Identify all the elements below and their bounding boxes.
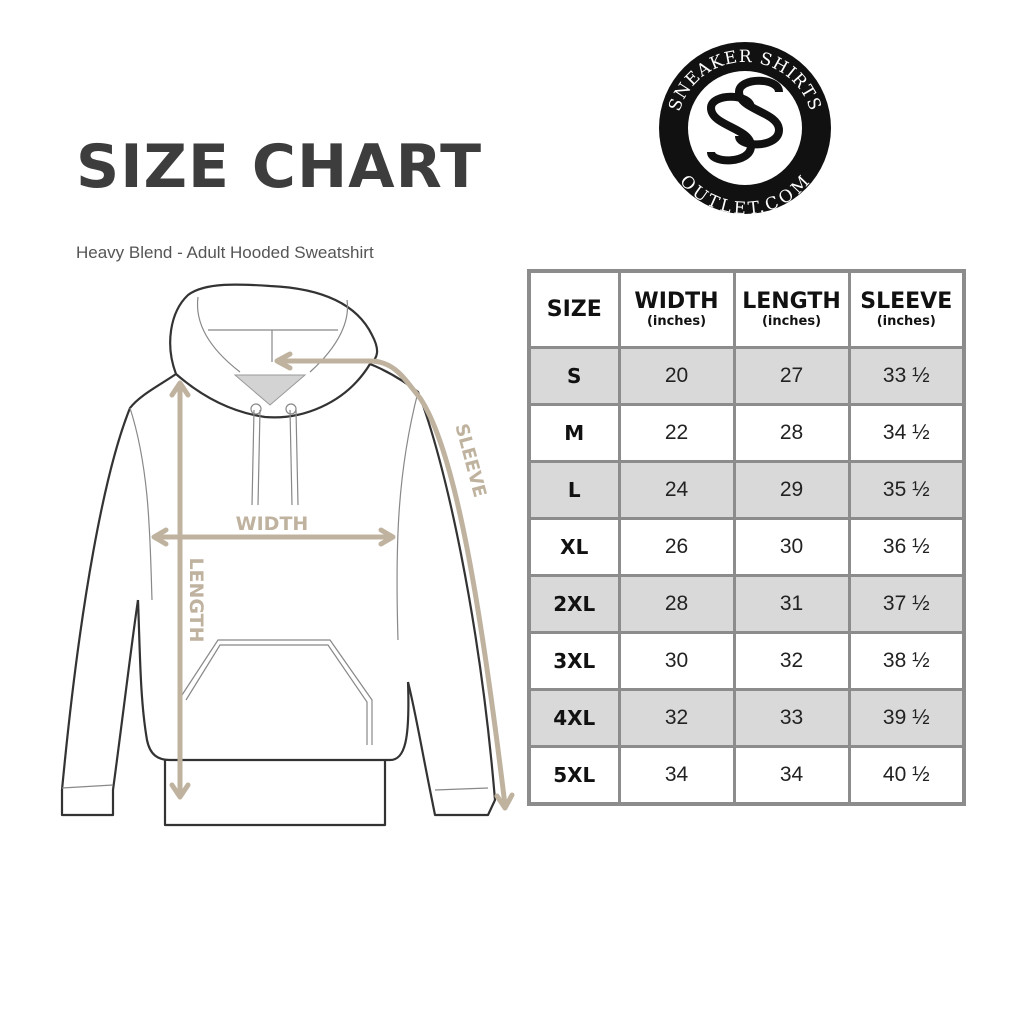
measurement-cell-width: 26 xyxy=(617,517,736,577)
hood-lining xyxy=(233,374,307,406)
table-row: 5XL 34 34 40 ½ xyxy=(527,745,966,806)
table-row: XL 26 30 36 ½ xyxy=(527,517,966,577)
measurement-cell-width: 34 xyxy=(617,745,736,806)
column-header-label: LENGTH xyxy=(742,288,841,314)
column-header-label: WIDTH xyxy=(634,288,719,314)
size-cell: XL xyxy=(527,517,621,577)
column-header-unit: (inches) xyxy=(646,313,707,329)
table-row: 2XL 28 31 37 ½ xyxy=(527,574,966,634)
measurement-arrows xyxy=(151,351,515,811)
column-header-label: SIZE xyxy=(546,296,602,322)
size-cell: 5XL xyxy=(527,745,621,806)
measurement-cell-width: 32 xyxy=(617,688,736,748)
column-header-width: WIDTH (inches) xyxy=(617,269,736,349)
length-label: LENGTH xyxy=(185,557,207,642)
measurement-cell-length: 30 xyxy=(732,517,851,577)
measurement-cell-sleeve: 37 ½ xyxy=(847,574,966,634)
measurement-cell-width: 24 xyxy=(617,460,736,520)
measurement-cell-width: 22 xyxy=(617,403,736,463)
measurement-cell-sleeve: 39 ½ xyxy=(847,688,966,748)
measurement-cell-length: 31 xyxy=(732,574,851,634)
size-cell: S xyxy=(527,346,621,406)
measurement-cell-length: 27 xyxy=(732,346,851,406)
page-title: SIZE CHART xyxy=(76,132,483,202)
size-cell: M xyxy=(527,403,621,463)
measurement-cell-width: 20 xyxy=(617,346,736,406)
size-table: SIZE WIDTH (inches) LENGTH (inches) SLEEVE (in… xyxy=(527,269,966,806)
brand-logo: SNEAKER SHIRTS OUTLET.COM xyxy=(659,42,831,219)
hoodie-inner-lines xyxy=(61,296,489,791)
column-header-length: LENGTH (inches) xyxy=(732,269,851,349)
hoodie-diagram: WIDTH LENGTH SLEEVE xyxy=(60,283,515,827)
table-row: M 22 28 34 ½ xyxy=(527,403,966,463)
table-row: 3XL 30 32 38 ½ xyxy=(527,631,966,691)
measurement-cell-width: 28 xyxy=(617,574,736,634)
width-label: WIDTH xyxy=(236,513,309,535)
table-header-row: SIZE WIDTH (inches) LENGTH (inches) SLEEVE (in… xyxy=(527,269,966,349)
column-header-sleeve: SLEEVE (inches) xyxy=(847,269,966,349)
measurement-cell-sleeve: 36 ½ xyxy=(847,517,966,577)
measurement-cell-width: 30 xyxy=(617,631,736,691)
measurement-cell-length: 34 xyxy=(732,745,851,806)
column-header-size: SIZE xyxy=(527,269,621,349)
measurement-cell-length: 29 xyxy=(732,460,851,520)
column-header-unit: (inches) xyxy=(761,313,822,329)
measurement-cell-sleeve: 34 ½ xyxy=(847,403,966,463)
table-row: 4XL 32 33 39 ½ xyxy=(527,688,966,748)
table-row: S 20 27 33 ½ xyxy=(527,346,966,406)
measurement-cell-sleeve: 33 ½ xyxy=(847,346,966,406)
column-header-label: SLEEVE xyxy=(860,288,953,314)
size-cell: 3XL xyxy=(527,631,621,691)
measurement-cell-sleeve: 38 ½ xyxy=(847,631,966,691)
size-cell: L xyxy=(527,460,621,520)
measurement-cell-sleeve: 40 ½ xyxy=(847,745,966,806)
measurement-cell-length: 33 xyxy=(732,688,851,748)
product-subtitle: Heavy Blend - Adult Hooded Sweatshirt xyxy=(76,243,374,262)
measurement-cell-length: 32 xyxy=(732,631,851,691)
logo-monogram-icon xyxy=(706,76,784,165)
sleeve-label: SLEEVE xyxy=(450,422,490,500)
measurement-cell-length: 28 xyxy=(732,403,851,463)
hoodie-outline xyxy=(60,283,497,827)
size-cell: 4XL xyxy=(527,688,621,748)
table-row: L 24 29 35 ½ xyxy=(527,460,966,520)
column-header-unit: (inches) xyxy=(876,313,936,329)
size-cell: 2XL xyxy=(527,574,621,634)
measurement-cell-sleeve: 35 ½ xyxy=(847,460,966,520)
